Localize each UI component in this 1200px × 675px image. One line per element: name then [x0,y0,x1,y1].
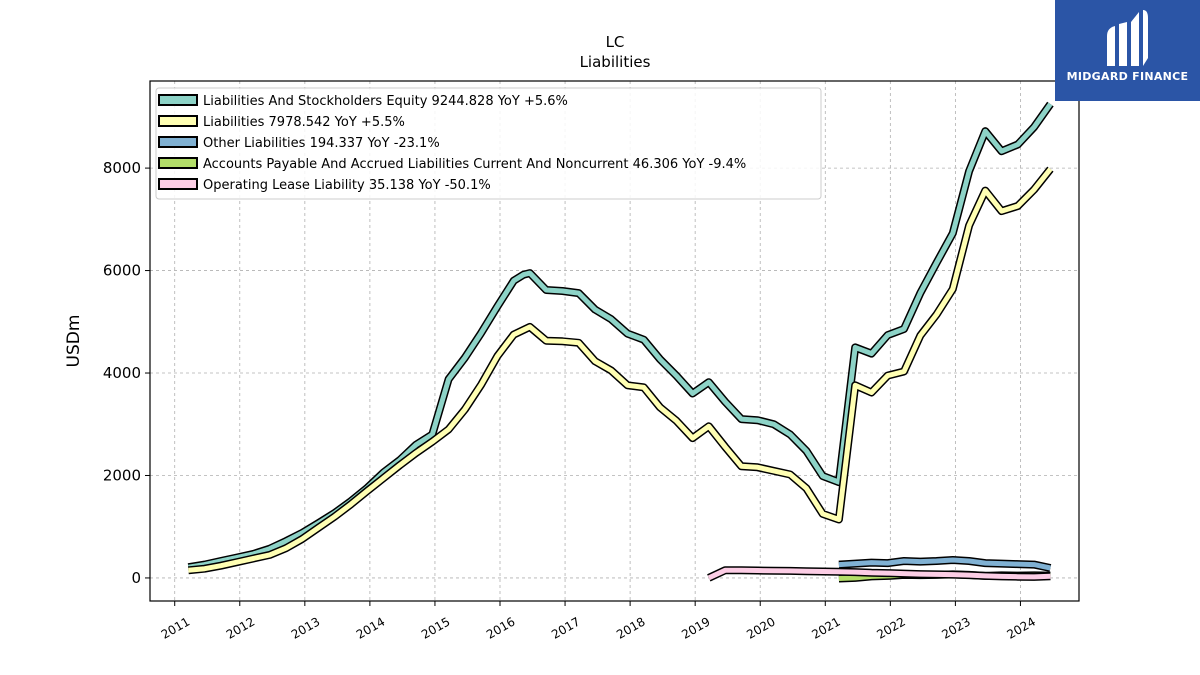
chart-subtitle: Liabilities [580,53,651,71]
legend-item: Operating Lease Liability 35.138 YoY -50… [158,178,491,193]
series-line-outline [188,166,1054,575]
x-tick-label: 2020 [744,614,777,641]
series-line [707,567,1051,581]
x-tick-label: 2016 [484,614,517,641]
chart-title: LC [606,33,625,51]
x-tick-label: 2015 [419,614,452,641]
series-2 [838,556,1052,572]
y-tick-label: 0 [131,569,141,587]
y-tick-label: 4000 [103,364,141,382]
legend-label: Liabilities 7978.542 YoY +5.5% [203,115,405,130]
legend-label: Accounts Payable And Accrued Liabilities… [203,157,746,172]
y-tick-label: 8000 [103,159,141,177]
x-tick-label: 2017 [549,614,582,641]
x-tick-label: 2018 [614,614,647,641]
series-line [838,557,1051,571]
x-tick-label: 2011 [159,614,192,641]
legend-swatch [158,136,198,148]
legend-swatch [158,115,198,127]
legend-label: Liabilities And Stockholders Equity 9244… [203,94,568,109]
legend: Liabilities And Stockholders Equity 9244… [155,87,822,200]
legend-item: Accounts Payable And Accrued Liabilities… [158,157,746,172]
x-tick-label: 2024 [1004,614,1037,641]
legend-item: Liabilities And Stockholders Equity 9244… [158,94,568,109]
x-tick-label: 2012 [224,614,257,641]
legend-item: Other Liabilities 194.337 YoY -23.1% [158,136,440,151]
y-tick-label: 2000 [103,466,141,484]
plot-frame [149,80,1080,602]
series-lines [187,101,1054,583]
legend-box [155,87,822,200]
midgard-m-icon [1107,10,1148,66]
legend-label: Operating Lease Liability 35.138 YoY -50… [203,178,491,193]
x-tick-label: 2023 [939,614,972,641]
series-4 [707,566,1051,582]
legend-swatch [158,94,198,106]
brand-logo: MIDGARD FINANCE [1055,0,1200,101]
brand-name: MIDGARD FINANCE [1066,70,1189,83]
x-tick-label: 2013 [289,614,322,641]
x-tick-label: 2014 [354,614,387,641]
x-tick-label: 2022 [874,614,907,641]
series-line [188,167,1053,573]
legend-swatch [158,157,198,169]
legend-swatch [158,178,198,190]
y-tick-label: 6000 [103,262,141,280]
y-axis-label: USDm [64,315,84,368]
x-tick-label: 2019 [679,614,712,641]
legend-item: Liabilities 7978.542 YoY +5.5% [158,115,405,130]
legend-label: Other Liabilities 194.337 YoY -23.1% [203,136,440,151]
x-tick-label: 2021 [809,614,842,641]
series-1 [188,166,1054,575]
